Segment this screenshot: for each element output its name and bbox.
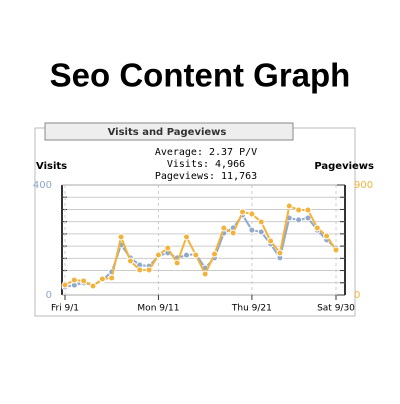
point bbox=[211, 250, 219, 258]
tab bbox=[44, 122, 294, 141]
point bbox=[173, 259, 181, 267]
annotation: Average: 2.37 P/V bbox=[155, 147, 257, 158]
y-axis-title: Visits bbox=[36, 161, 67, 172]
point bbox=[145, 266, 153, 274]
point bbox=[332, 246, 340, 254]
point bbox=[80, 277, 88, 285]
point bbox=[304, 206, 312, 214]
point bbox=[108, 274, 116, 282]
point bbox=[201, 270, 209, 278]
point bbox=[70, 276, 78, 284]
y2-tick-label: 0 bbox=[354, 290, 360, 301]
page-title: Seo Content Graph bbox=[50, 57, 351, 94]
point bbox=[164, 244, 172, 252]
point bbox=[295, 216, 303, 224]
point bbox=[323, 232, 331, 240]
point bbox=[126, 257, 134, 265]
point bbox=[267, 237, 275, 245]
annotation: Visits: 4,966 bbox=[167, 159, 245, 170]
point bbox=[229, 229, 237, 237]
x-tick-label: Sat 9/30 bbox=[317, 304, 355, 314]
point bbox=[89, 282, 97, 290]
point bbox=[248, 226, 256, 234]
point bbox=[98, 275, 106, 283]
y-tick-label: 0 bbox=[46, 290, 52, 301]
chart-title: Visits and Pageviews bbox=[108, 127, 227, 138]
point bbox=[136, 266, 144, 274]
point bbox=[192, 251, 200, 259]
point bbox=[257, 228, 265, 236]
point bbox=[61, 281, 69, 289]
point bbox=[182, 251, 190, 259]
point bbox=[182, 233, 190, 241]
y2-tick-label: 900 bbox=[354, 180, 373, 191]
y2-axis-title: Pageviews bbox=[314, 161, 374, 172]
point bbox=[295, 206, 303, 214]
annotation: Pageviews: 11,763 bbox=[155, 171, 257, 182]
x-tick-label: Fri 9/1 bbox=[51, 304, 79, 314]
x-tick-label: Mon 9/11 bbox=[137, 304, 179, 314]
point bbox=[239, 208, 247, 216]
point bbox=[313, 224, 321, 232]
point bbox=[220, 224, 228, 232]
point bbox=[304, 214, 312, 222]
point bbox=[257, 218, 265, 226]
point bbox=[276, 249, 284, 257]
y-tick-label: 400 bbox=[33, 180, 52, 191]
point bbox=[154, 251, 162, 259]
point bbox=[248, 210, 256, 218]
point bbox=[285, 202, 293, 210]
x-tick-label: Thu 9/21 bbox=[231, 304, 272, 314]
point bbox=[117, 233, 125, 241]
